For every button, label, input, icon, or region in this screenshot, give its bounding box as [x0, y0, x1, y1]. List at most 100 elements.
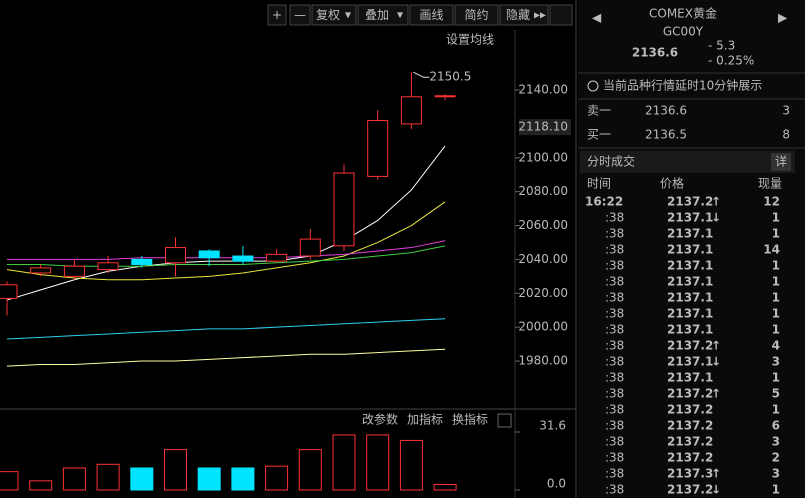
volume-bar [265, 465, 289, 491]
trade-arrow: ↑ [711, 339, 721, 353]
close-button[interactable] [497, 413, 512, 428]
toolbar-label: 画线 [419, 8, 443, 22]
trade-volume: 1 [772, 291, 780, 305]
nav-arrow[interactable]: ◀ [592, 11, 602, 25]
high-label: 2150.5 [429, 70, 471, 84]
trades-header [580, 151, 795, 173]
toolbar-button[interactable] [409, 4, 454, 26]
trade-price: 2137.3 [667, 467, 713, 481]
trade-time: :38 [605, 323, 624, 337]
trade-volume: 2 [772, 451, 780, 465]
trade-price: 2137.1 [667, 355, 713, 369]
trade-time: :38 [605, 419, 624, 433]
info-icon [587, 80, 599, 92]
trade-price: 2137.1 [667, 211, 713, 225]
candle-body [63, 265, 85, 277]
trade-price: 2137.1 [667, 243, 713, 257]
trade-volume: 1 [772, 227, 780, 241]
fullscreen-button[interactable] [549, 4, 573, 26]
toolbar-label: + [272, 8, 282, 22]
volume-bar [197, 467, 221, 491]
volume-bar [0, 471, 19, 491]
toolbar-label: — [294, 8, 306, 22]
trade-time: :38 [605, 451, 624, 465]
trade-volume: 14 [763, 243, 780, 257]
toolbar-button[interactable] [311, 4, 357, 26]
detail-label: 详 [775, 154, 787, 169]
ma-line [6, 201, 446, 281]
toolbar-button[interactable] [454, 4, 499, 26]
detail-button[interactable] [771, 153, 791, 171]
trade-price: 2137.1 [667, 323, 713, 337]
trade-time: :38 [605, 259, 624, 273]
trades-title: 分时成交 [587, 154, 635, 169]
trade-arrow: ↓ [711, 355, 721, 369]
toolbar-label: 简约 [464, 7, 488, 22]
toolbar-label: 隐藏 [506, 8, 530, 22]
book-price: 2136.6 [645, 104, 687, 118]
trade-time: :38 [605, 227, 624, 241]
y-tick-label: 1980.00 [518, 354, 568, 368]
trade-price: 2137.1 [667, 371, 713, 385]
candle-body [131, 258, 153, 265]
candle-body [367, 119, 389, 177]
candle-body [97, 262, 119, 271]
trade-time: :38 [605, 483, 624, 497]
candle-body [299, 238, 321, 257]
toolbar-button[interactable] [267, 4, 287, 26]
trade-price: 2137.2 [667, 435, 713, 449]
book-price: 2136.5 [645, 128, 687, 142]
y-tick-label: 2140.00 [518, 83, 568, 97]
trade-volume: 1 [772, 323, 780, 337]
toolbar-button[interactable] [357, 4, 409, 26]
candle-body [30, 267, 52, 274]
nav-arrow[interactable]: ▶ [778, 11, 788, 25]
indicator-button[interactable]: 加指标 [407, 412, 443, 427]
trade-price: 2137.1 [667, 307, 713, 321]
price-pct: - 0.25% [708, 54, 754, 68]
trade-price: 2137.2 [667, 483, 713, 497]
toolbar-label: 复权 [316, 8, 340, 22]
toolbar-button[interactable] [289, 4, 311, 26]
y-tick-label: 2060.00 [518, 218, 568, 232]
volume-bar [29, 480, 53, 491]
book-size: 8 [782, 128, 790, 142]
volume-bar [332, 434, 356, 491]
trade-volume: 3 [772, 435, 780, 449]
candle-body [198, 250, 220, 259]
volume-bar [366, 434, 390, 491]
trade-arrow: ↑ [711, 387, 721, 401]
trade-time: :38 [605, 467, 624, 481]
volume-bar [399, 439, 423, 491]
candle-body [333, 172, 355, 247]
current-price: 2118.10 [518, 120, 568, 134]
toolbar-button[interactable] [499, 4, 549, 26]
trade-time: 16:22 [585, 195, 623, 209]
right-panel [578, 0, 805, 498]
y-tick-label: 31.6 [539, 419, 566, 433]
trade-price: 2137.2 [667, 339, 713, 353]
caret: ▸▸ [534, 8, 546, 22]
trade-price: 2137.1 [667, 259, 713, 273]
column-header: 价格 [660, 176, 684, 191]
trade-time: :38 [605, 403, 624, 417]
trade-volume: 5 [772, 387, 780, 401]
volume-bar [298, 449, 322, 491]
trade-time: :38 [605, 355, 624, 369]
volume-bar [164, 449, 187, 491]
trade-volume: 1 [772, 371, 780, 385]
trade-time: :38 [605, 211, 624, 225]
symbol-name: COMEX黄金 [649, 6, 717, 21]
book-side: 买一 [587, 128, 611, 142]
indicator-button[interactable]: 换指标 [452, 412, 488, 427]
trade-volume: 3 [772, 467, 780, 481]
trade-price: 2137.2 [667, 403, 713, 417]
ma-setting[interactable]: 设置均线 [446, 33, 494, 47]
trade-volume: 6 [772, 419, 780, 433]
candle-body [266, 253, 288, 262]
trade-volume: 3 [772, 355, 780, 369]
y-tick-label: 2100.00 [518, 150, 568, 164]
caret: ▾ [345, 8, 351, 22]
indicator-button[interactable]: 改参数 [362, 412, 398, 427]
